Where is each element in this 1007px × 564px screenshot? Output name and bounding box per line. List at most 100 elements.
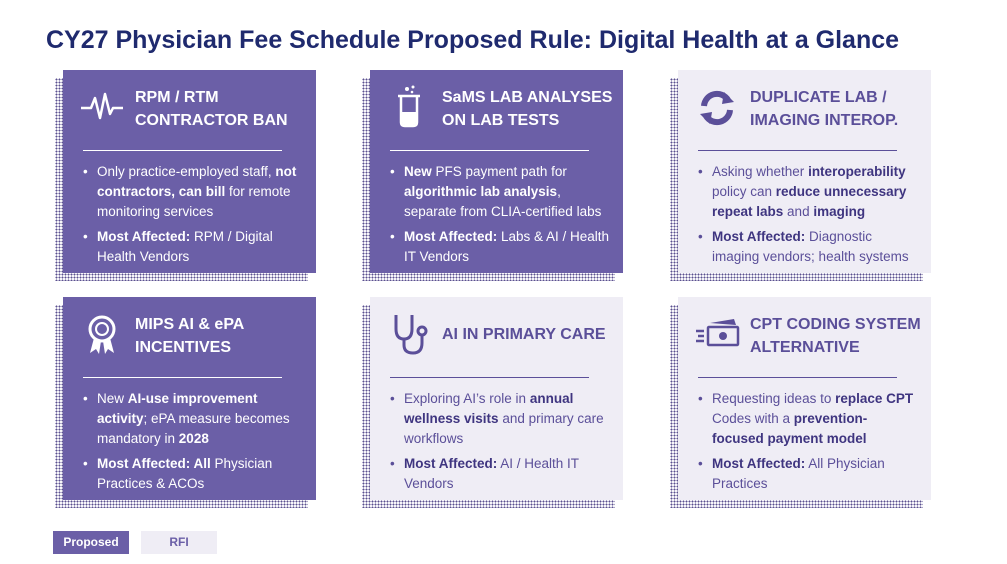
card-title: AI IN PRIMARY CARE — [442, 323, 606, 346]
bullet: Most Affected: RPM / Digital Health Vend… — [83, 227, 304, 267]
divider — [698, 150, 897, 151]
divider — [390, 150, 589, 151]
bullet-list: New AI-use improvement activity; ePA mea… — [83, 389, 304, 499]
bold-text: reduce unnecessary repeat labs — [712, 184, 907, 219]
text: and primary care workflows — [404, 411, 604, 446]
card-icon — [386, 84, 432, 130]
bold-text: New — [404, 164, 432, 179]
card: RPM / RTM CONTRACTOR BAN Only practice-emp… — [63, 70, 316, 273]
icon-graphic — [88, 315, 116, 354]
icon-graphic — [394, 315, 428, 355]
card: MIPS AI & ePA INCENTIVES New AI-use improv… — [63, 297, 316, 500]
text: All Physician Practices — [712, 456, 885, 491]
bold-text: replace CPT — [835, 391, 914, 406]
divider — [83, 377, 282, 378]
card-wrap: CPT CODING SYSTEM ALTERNATIVE Requesting i… — [670, 297, 931, 508]
text: Codes with a — [712, 411, 794, 426]
icon-graphic — [696, 319, 740, 347]
bullet: Most Affected: Diagnostic imaging vendor… — [698, 227, 919, 267]
card-icon — [694, 84, 740, 130]
card-title: DUPLICATE LAB / IMAGING INTEROP. — [750, 86, 898, 132]
card: SaMS LAB ANALYSES ON LAB TESTS New PFS pay… — [370, 70, 623, 273]
card-title-line: RPM / RTM — [135, 89, 219, 106]
text: Only practice-employed staff, — [97, 164, 276, 179]
text: AI / Health IT Vendors — [404, 456, 579, 491]
text: Diagnostic imaging vendors; health syste… — [712, 229, 909, 264]
card-title-line: IMAGING INTEROP. — [750, 112, 899, 129]
page-title: CY27 Physician Fee Schedule Proposed Rul… — [46, 26, 900, 54]
card-wrap: SaMS LAB ANALYSES ON LAB TESTS New PFS pay… — [362, 70, 623, 281]
bullet: Only practice-employed staff, not contra… — [83, 162, 304, 222]
card-title-line: MIPS AI & ePA — [135, 316, 245, 333]
bullet: New PFS payment path for algorithmic lab… — [390, 162, 611, 222]
bullet-list: Requesting ideas to replace CPT Codes wi… — [698, 389, 919, 499]
card: AI IN PRIMARY CARE Exploring AI’s role in… — [370, 297, 623, 500]
card-icon — [79, 84, 125, 130]
bold-text: not contractors, can bill — [97, 164, 297, 199]
card-icon — [694, 311, 740, 357]
bullet: Most Affected: All Physician Practices &… — [83, 454, 304, 494]
bold-text: 2028 — [178, 431, 209, 446]
bullet: Requesting ideas to replace CPT Codes wi… — [698, 389, 919, 449]
card-title-line: INCENTIVES — [135, 339, 232, 356]
bold-text: Most Affected: — [712, 456, 806, 471]
icon-graphic — [81, 92, 123, 120]
bold-text: AI-use improvement activity — [97, 391, 258, 426]
card-wrap: AI IN PRIMARY CARE Exploring AI’s role in… — [362, 297, 623, 508]
text: Requesting ideas to — [712, 391, 836, 406]
card-wrap: MIPS AI & ePA INCENTIVES New AI-use improv… — [55, 297, 316, 508]
card-wrap: RPM / RTM CONTRACTOR BAN Only practice-emp… — [55, 70, 316, 281]
card-icon — [79, 311, 125, 357]
card-title-line: AI IN PRIMARY CARE — [442, 326, 606, 343]
bold-text: imaging — [813, 204, 866, 219]
text: PFS payment path for — [431, 164, 567, 179]
card-title: SaMS LAB ANALYSES ON LAB TESTS — [442, 86, 612, 132]
bold-text: Most Affected: — [404, 229, 498, 244]
bullet: Asking whether interoperability policy c… — [698, 162, 919, 222]
bold-text: prevention-focused payment model — [712, 411, 868, 446]
card-title-line: ON LAB TESTS — [442, 112, 560, 129]
card-title-line: SaMS LAB ANALYSES — [442, 89, 613, 106]
card-title-line: DUPLICATE LAB / — [750, 89, 887, 106]
card: DUPLICATE LAB / IMAGING INTEROP. Asking wh… — [678, 70, 931, 273]
legend-item: Proposed — [53, 531, 129, 554]
bullet: Most Affected: Labs & AI / Health IT Ven… — [390, 227, 611, 267]
text: for remote monitoring services — [97, 184, 291, 219]
bold-text: interoperability — [808, 164, 906, 179]
card-title: MIPS AI & ePA INCENTIVES — [135, 313, 244, 359]
divider — [390, 377, 589, 378]
text: and — [783, 204, 814, 219]
bold-text: Most Affected: — [404, 456, 498, 471]
bullet: Most Affected: AI / Health IT Vendors — [390, 454, 611, 494]
text: policy can — [712, 184, 776, 199]
bullet-list: Only practice-employed staff, not contra… — [83, 162, 304, 272]
divider — [698, 377, 897, 378]
bold-text: Most Affected: — [97, 229, 191, 244]
bold-text: Most Affected: All — [97, 456, 211, 471]
card-title-line: CPT CODING SYSTEM — [750, 316, 921, 333]
text: Physician Practices & ACOs — [97, 456, 273, 491]
bold-text: algorithmic lab analysis — [404, 184, 558, 199]
card: CPT CODING SYSTEM ALTERNATIVE Requesting i… — [678, 297, 931, 500]
card-title-line: ALTERNATIVE — [750, 339, 860, 356]
icon-graphic — [700, 90, 734, 126]
bullet-list: Asking whether interoperability policy c… — [698, 162, 919, 272]
text: , separate from CLIA-certified labs — [404, 184, 602, 219]
text: Exploring AI’s role in — [404, 391, 530, 406]
legend-item: RFI — [141, 531, 217, 554]
bullet-list: New PFS payment path for algorithmic lab… — [390, 162, 611, 272]
text: Asking whether — [712, 164, 809, 179]
bold-text: annual wellness visits — [404, 391, 574, 426]
bold-text: Most Affected: — [712, 229, 806, 244]
text: Labs & AI / Health IT Vendors — [404, 229, 610, 264]
divider — [83, 150, 282, 151]
card-wrap: DUPLICATE LAB / IMAGING INTEROP. Asking wh… — [670, 70, 931, 281]
card-title: CPT CODING SYSTEM ALTERNATIVE — [750, 313, 921, 359]
text: New — [97, 391, 128, 406]
card-title: RPM / RTM CONTRACTOR BAN — [135, 86, 288, 132]
bullet: New AI-use improvement activity; ePA mea… — [83, 389, 304, 449]
bullet-list: Exploring AI’s role in annual wellness v… — [390, 389, 611, 499]
text: ; ePA measure becomes mandatory in — [97, 411, 290, 446]
bullet: Most Affected: All Physician Practices — [698, 454, 919, 494]
